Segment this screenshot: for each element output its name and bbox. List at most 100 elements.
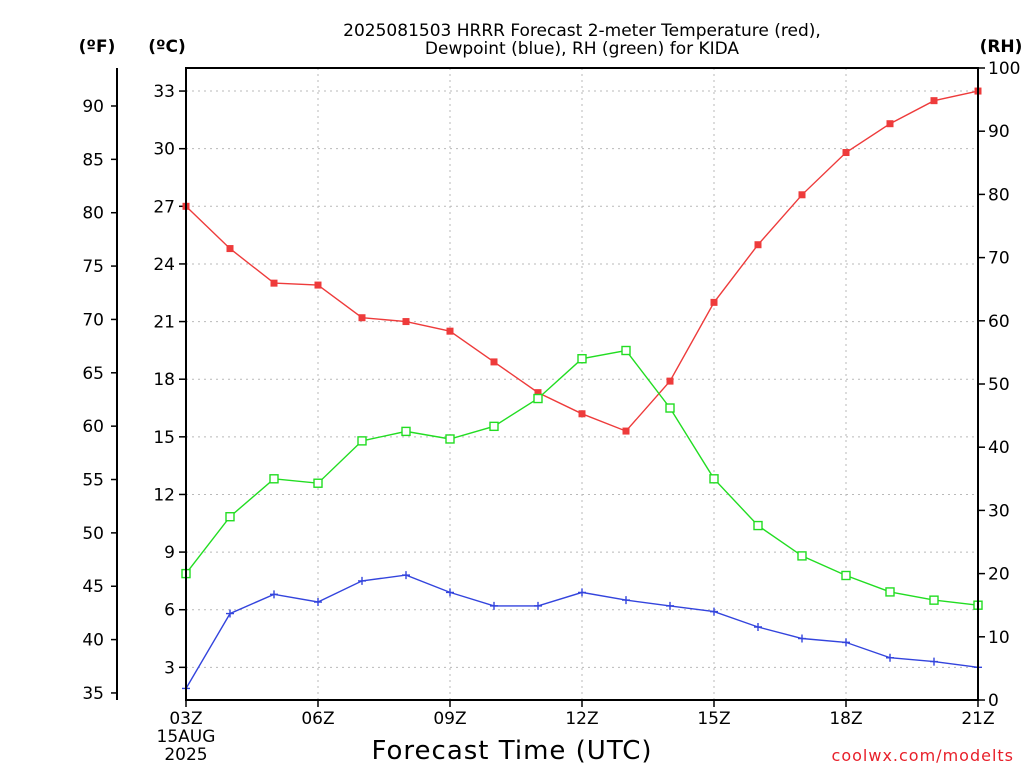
dewpoint-marker [710,607,718,616]
celsius-tick-label: 33 [153,82,175,102]
celsius-unit-label: (ºC) [148,37,186,57]
dewpoint-marker [226,609,234,618]
celsius-tick-label: 15 [153,428,175,448]
rh-tick-label: 70 [988,249,1010,269]
rh-tick-label: 100 [988,59,1020,79]
rh-marker [401,426,411,437]
fahrenheit-tick-label: 90 [82,97,104,117]
rh-tick-label: 40 [988,438,1010,458]
rh-tick-label: 10 [988,628,1010,648]
temperature-marker [578,410,586,418]
fahrenheit-tick-label: 80 [82,204,104,224]
temperature-marker [930,97,938,105]
celsius-tick-label: 12 [153,485,175,505]
celsius-tick-label: 3 [164,658,175,678]
fahrenheit-axis: 35 40 45 50 55 60 65 70 75 80 85 90 [82,68,118,704]
temperature-marker [798,191,806,199]
celsius-tick-label: 27 [153,197,175,217]
celsius-axis: 3 6 9 12 15 18 21 24 27 30 33 [153,82,186,678]
x-axis-label: Forecast Time (UTC) [371,736,652,766]
temperature-marker [886,120,894,128]
temperature-marker [666,377,674,385]
celsius-tick-label: 24 [153,255,175,275]
dewpoint-marker [886,653,894,662]
x-tick-label: 21Z [961,709,994,729]
rh-marker [489,421,499,432]
temperature-marker [622,427,630,435]
rh-tick-label: 20 [988,565,1010,585]
temperature-marker [270,279,278,287]
x-tick-year-label: 2025 [164,745,207,765]
rh-axis: 0 10 20 30 40 50 60 70 80 90 100 [978,59,1020,711]
temperature-marker [402,318,410,326]
dewpoint-marker [534,601,542,610]
credit-text: coolwx.com/modelts [832,746,1014,765]
dewpoint-marker [358,576,366,585]
fahrenheit-tick-label: 50 [82,524,104,544]
celsius-tick-label: 18 [153,370,175,390]
rh-marker [841,570,851,581]
dewpoint-marker [314,598,322,607]
series-layer [181,87,983,693]
dewpoint-marker [622,596,630,605]
temperature-marker [226,245,234,253]
rh-marker [269,474,279,484]
rh-marker [577,354,587,364]
rh-marker [357,436,367,446]
fahrenheit-tick-label: 60 [82,417,104,437]
temperature-marker [710,298,718,306]
chart-title-line1: 2025081503 HRRR Forecast 2-meter Tempera… [343,21,821,41]
rh-marker [885,587,895,597]
rh-tick-label: 0 [988,691,999,711]
x-tick-label: 18Z [829,709,862,729]
x-tick-date-label: 15AUG [157,727,216,747]
rh-marker [753,520,763,531]
celsius-tick-label: 9 [164,543,175,563]
temperature-marker [358,314,366,322]
rh-tick-label: 80 [988,185,1010,205]
fahrenheit-tick-label: 40 [82,631,104,651]
dewpoint-marker [446,588,454,597]
rh-tick-label: 30 [988,501,1010,521]
fahrenheit-tick-label: 45 [82,577,104,597]
plot-frame [185,67,979,701]
dewpoint-marker [842,638,850,647]
dewpoint-marker [930,657,938,666]
celsius-tick-label: 6 [164,601,175,621]
rh-tick-label: 50 [988,375,1010,395]
dewpoint-marker [666,601,674,610]
temperature-marker [314,281,322,289]
x-tick-label: 06Z [301,709,334,729]
rh-marker [665,403,675,413]
rh-marker [709,474,719,484]
temperature-marker [534,389,542,397]
x-tick-label: 15Z [697,709,730,729]
dewpoint-marker [490,601,498,610]
fahrenheit-tick-label: 35 [82,684,104,704]
fahrenheit-unit-label: (ºF) [79,37,116,57]
dewpoint-marker [754,623,762,632]
temperature-marker [754,241,762,249]
rh-marker [621,345,631,356]
celsius-tick-label: 21 [153,313,175,333]
fahrenheit-tick-label: 70 [82,310,104,330]
rh-marker [797,551,807,561]
rh-tick-label: 60 [988,312,1010,332]
dewpoint-marker [270,590,278,599]
dewpoint-marker [402,571,410,580]
fahrenheit-tick-label: 85 [82,150,104,170]
fahrenheit-tick-label: 75 [82,257,104,277]
rh-marker [225,512,235,522]
rh-marker [313,478,323,488]
x-tick-label: 03Z [169,709,202,729]
temperature-marker [446,327,454,335]
rh-unit-label: (RH) [980,37,1023,57]
x-tick-label: 09Z [433,709,466,729]
temperature-marker [842,149,850,157]
fahrenheit-tick-label: 65 [82,364,104,384]
chart-title-line2: Dewpoint (blue), RH (green) for KIDA [425,39,740,59]
rh-marker [929,595,939,605]
rh-marker [533,393,543,404]
